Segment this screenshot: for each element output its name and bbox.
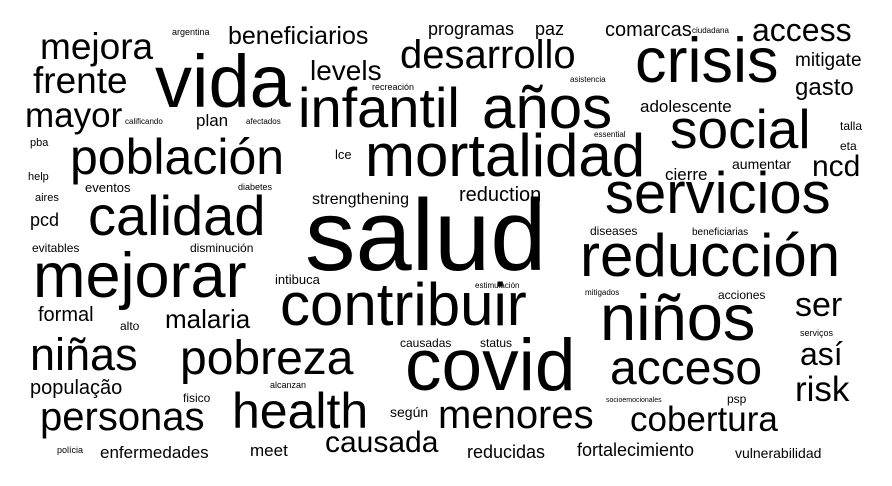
word-calificando: calificando — [125, 117, 163, 126]
word-crisis: crisis — [635, 26, 779, 96]
word-cierre: cierre — [665, 165, 708, 184]
word-access: access — [752, 12, 852, 48]
word-anos: años — [482, 74, 613, 141]
word-acciones: acciones — [718, 288, 766, 302]
word-alto: alto — [120, 319, 140, 333]
word-reducidas: reducidas — [467, 442, 546, 462]
word-afectados: afectados — [246, 117, 281, 126]
word-formal: formal — [38, 304, 94, 326]
word-acceso: acceso — [610, 342, 763, 395]
word-pobreza: pobreza — [180, 332, 354, 385]
word-risk: risk — [795, 370, 850, 409]
word-servicios: servicios — [605, 161, 831, 226]
word-levels: levels — [310, 55, 382, 86]
word-frente: frente — [33, 60, 128, 101]
word-asistencia: asistencia — [570, 75, 606, 84]
word-diabetes: diabetes — [238, 182, 273, 192]
word-ninas: niñas — [30, 329, 138, 380]
word-enfermedades: enfermedades — [100, 443, 209, 462]
word-causadas: causadas — [400, 336, 452, 350]
word-aumentar: aumentar — [732, 156, 792, 172]
word-status: status — [480, 336, 513, 350]
word-talla: talla — [840, 119, 863, 133]
word-aires: aires — [35, 192, 59, 204]
word-beneficiarios: beneficiarios — [228, 22, 369, 50]
word-estimulacion: estimulación — [475, 281, 520, 290]
word-socioemocionales: socioemocionales — [606, 397, 662, 404]
word-salud: salud — [305, 180, 547, 292]
word-paz: paz — [535, 19, 565, 39]
word-covid: covid — [405, 325, 576, 406]
word-strengthening: strengthening — [312, 191, 409, 208]
word-mejora: mejora — [40, 26, 154, 67]
word-poblacion: población — [70, 129, 285, 185]
word-vida: vida — [155, 40, 291, 123]
word-diseases: diseases — [590, 224, 638, 238]
word-argentina: argentina — [172, 27, 210, 37]
word-evitables: evitables — [32, 241, 80, 255]
word-comarcas: comarcas — [605, 19, 692, 41]
word-pcd: pcd — [30, 210, 60, 230]
word-social: social — [670, 98, 811, 160]
word-mayor: mayor — [25, 96, 123, 135]
word-ciudadana: ciudadana — [692, 26, 729, 35]
word-policia: polícia — [57, 445, 84, 455]
word-ninos: niños — [600, 281, 756, 354]
word-recreacion: recreación — [372, 82, 415, 92]
word-desarrollo: desarrollo — [400, 33, 576, 77]
word-gasto: gasto — [795, 74, 854, 101]
word-essential: essential — [594, 130, 626, 139]
word-mitigados: mitigados — [585, 288, 620, 297]
word-eventos: eventos — [85, 180, 131, 195]
word-plan: plan — [196, 111, 229, 130]
word-programas: programas — [428, 19, 515, 39]
word-cobertura: cobertura — [630, 400, 778, 439]
word-segun: según — [390, 404, 429, 420]
word-menores: menores — [438, 393, 594, 437]
word-contribuir: contribuir — [280, 271, 527, 338]
word-ncd: ncd — [812, 150, 861, 183]
word-beneficiarias: beneficiarias — [692, 227, 749, 238]
word-disminucion: disminución — [190, 241, 254, 255]
word-vulnerabilidad: vulnerabilidad — [735, 445, 822, 461]
word-eta: eta — [840, 139, 857, 153]
word-asi: así — [800, 336, 843, 372]
word-populacao: população — [30, 377, 123, 399]
word-ser: ser — [795, 286, 843, 324]
word-malaria: malaria — [165, 304, 251, 334]
word-reduccion: reducción — [580, 222, 841, 289]
word-servicos: serviços — [800, 328, 834, 338]
word-alcanzan: alcanzan — [270, 380, 307, 390]
word-personas: personas — [40, 395, 205, 439]
word-mitigate: mitigate — [795, 50, 862, 71]
word-pba: pba — [30, 137, 49, 149]
word-reduction: reduction — [459, 184, 542, 206]
word-lce: lce — [335, 147, 352, 162]
word-calidad: calidad — [88, 184, 266, 247]
word-causada: causada — [325, 426, 439, 459]
word-meet: meet — [250, 441, 288, 460]
word-health: health — [232, 383, 369, 439]
word-infantil: infantil — [298, 76, 460, 139]
word-intibuca: intibuca — [275, 272, 320, 287]
word-help: help — [28, 171, 49, 183]
word-adolescente: adolescente — [640, 97, 732, 116]
word-psp: psp — [727, 392, 747, 406]
word-mortalidad: mortalidad — [365, 122, 646, 189]
word-mejorar: mejorar — [33, 241, 247, 311]
word-fortalecimiento: fortalecimiento — [577, 440, 695, 460]
word-fisico: fisico — [183, 391, 211, 405]
